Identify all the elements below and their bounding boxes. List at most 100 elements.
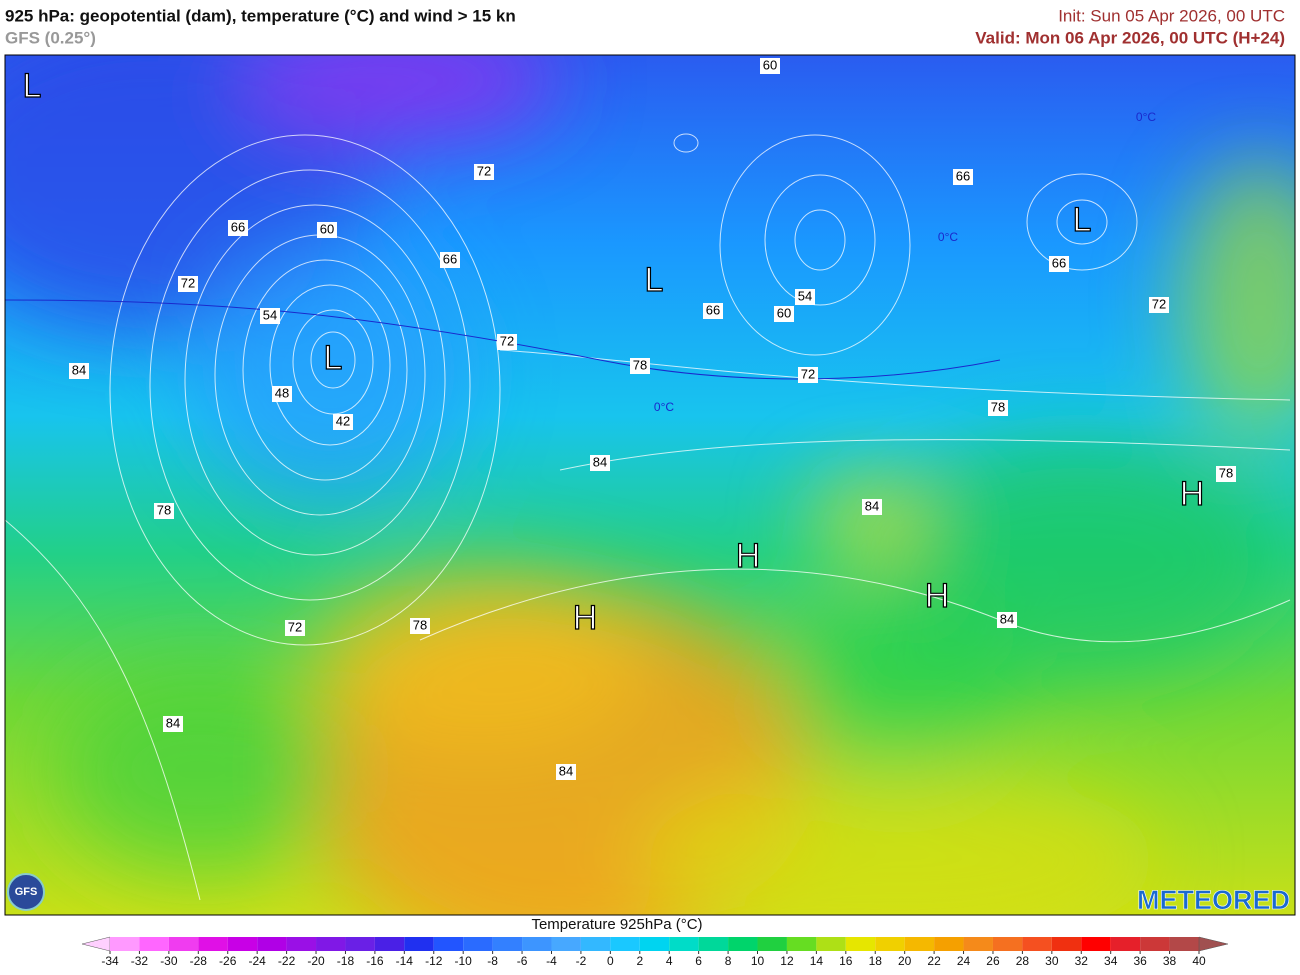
contour-label: 66 — [706, 302, 720, 317]
colorbar-swatch — [286, 937, 317, 951]
contour-label-bg — [760, 58, 780, 74]
colorbar-tick-label: 0 — [607, 954, 614, 968]
colorbar-swatch — [1022, 937, 1052, 951]
isotherm-label: 0°C — [1136, 110, 1156, 124]
colorbar-tick-label: 40 — [1192, 954, 1206, 968]
colorbar-tick-label: -18 — [337, 954, 355, 968]
contour-label: 84 — [865, 498, 879, 513]
colorbar-swatch — [551, 937, 581, 951]
colorbar-tick-label: 38 — [1163, 954, 1177, 968]
contour-label: 84 — [72, 362, 86, 377]
colorbar-tick-label: 12 — [780, 954, 794, 968]
contour-label-bg — [154, 503, 174, 519]
colorbar: -34 -32 -30 -28 -26 -24 -22 -20 -18 -16 -14 -12 -10-… — [81, 936, 1229, 968]
contour-label-bg — [590, 455, 610, 471]
colorbar-swatch — [345, 937, 375, 951]
colorbar-tick-label: 32 — [1075, 954, 1089, 968]
contour-label: 42 — [336, 413, 350, 428]
contour-label: 66 — [231, 219, 245, 234]
colorbar-tick-label: 36 — [1133, 954, 1147, 968]
pressure-center: L — [645, 261, 664, 299]
colorbar-tick-label: 16 — [839, 954, 853, 968]
pressure-center: H — [736, 537, 761, 575]
contour-label: 48 — [275, 385, 289, 400]
contour-label: 84 — [559, 763, 573, 778]
colorbar-swatch — [374, 937, 405, 951]
colorbar-tick-label: 4 — [666, 954, 673, 968]
contour-label-bg — [163, 716, 183, 732]
colorbar-tick-label: -2 — [576, 954, 587, 968]
colorbar-title: Temperature 925hPa (°C) — [531, 916, 702, 933]
pressure-center: L — [324, 339, 343, 377]
colorbar-swatch — [1051, 937, 1082, 951]
colorbar-swatch — [669, 937, 699, 951]
contour-label-bg — [862, 499, 882, 515]
brand-logo: METEORED — [1137, 885, 1290, 915]
colorbar-tick-label: -22 — [278, 954, 296, 968]
contour-label-bg — [774, 306, 794, 322]
contour-label: 78 — [413, 617, 427, 632]
contour-label: 54 — [263, 307, 277, 322]
colorbar-swatch — [963, 937, 993, 951]
colorbar-tick-label: -20 — [307, 954, 325, 968]
colorbar-tick-label: 14 — [810, 954, 824, 968]
colorbar-swatch — [875, 937, 905, 951]
colorbar-arrow — [1198, 936, 1229, 952]
map-title: 925 hPa: geopotential (dam), temperature… — [5, 6, 516, 25]
colorbar-swatch — [934, 937, 964, 951]
model-name: GFS (0.25°) — [5, 28, 96, 47]
colorbar-swatch — [433, 937, 464, 951]
colorbar-swatch — [845, 937, 876, 951]
colorbar-swatch — [110, 937, 140, 951]
colorbar-swatch — [168, 937, 199, 951]
contour-label-bg — [1216, 466, 1236, 482]
contour-label-bg — [1049, 256, 1069, 272]
colorbar-tick-label: 24 — [957, 954, 971, 968]
contour-label: 66 — [1052, 255, 1066, 270]
colorbar-tick-label: -16 — [366, 954, 384, 968]
isotherm-label: 0°C — [654, 400, 674, 414]
colorbar-tick-label: 10 — [751, 954, 765, 968]
contour-label-bg — [556, 764, 576, 780]
contour-label: 84 — [593, 454, 607, 469]
contour-label-bg — [317, 222, 337, 238]
pressure-center: H — [573, 599, 598, 637]
isotherm-label: 0°C — [938, 230, 958, 244]
contour-label: 72 — [1152, 296, 1166, 311]
colorbar-tick-label: -12 — [425, 954, 443, 968]
contour-label-bg — [997, 612, 1017, 628]
contour-label-bg — [178, 276, 198, 292]
colorbar-tick-label: -32 — [131, 954, 149, 968]
colorbar-tick-label: 6 — [695, 954, 702, 968]
contour-label: 72 — [500, 333, 514, 348]
colorbar-swatch — [639, 937, 670, 951]
colorbar-tick-label: -10 — [455, 954, 473, 968]
contour-label: 60 — [320, 221, 334, 236]
colorbar-swatch — [757, 937, 787, 951]
contour-label: 72 — [477, 163, 491, 178]
contour-label: 84 — [1000, 611, 1014, 626]
contour-label-bg — [798, 367, 818, 383]
pressure-center: L — [23, 67, 42, 105]
colorbar-swatch — [257, 937, 287, 951]
contour-label-bg — [703, 303, 723, 319]
colorbar-tick-label: -4 — [546, 954, 557, 968]
colorbar-tick-label: -24 — [248, 954, 266, 968]
contour-label: 72 — [288, 619, 302, 634]
colorbar-tick-label: 8 — [725, 954, 732, 968]
colorbar-tick-label: 20 — [898, 954, 912, 968]
colorbar-tick-label: -6 — [517, 954, 528, 968]
contour-label: 78 — [991, 399, 1005, 414]
colorbar-swatch — [698, 937, 729, 951]
colorbar-tick-label: -14 — [396, 954, 414, 968]
colorbar-tick-label: -30 — [160, 954, 178, 968]
contour-label: 60 — [777, 305, 791, 320]
contour-label-bg — [440, 252, 460, 268]
colorbar-swatch — [198, 937, 228, 951]
colorbar-swatch — [522, 937, 552, 951]
colorbar-swatch — [816, 937, 846, 951]
contour-label: 78 — [633, 357, 647, 372]
colorbar-tick-label: 26 — [986, 954, 1000, 968]
colorbar-swatch — [580, 937, 611, 951]
init-time: Init: Sun 05 Apr 2026, 00 UTC — [1058, 6, 1285, 25]
